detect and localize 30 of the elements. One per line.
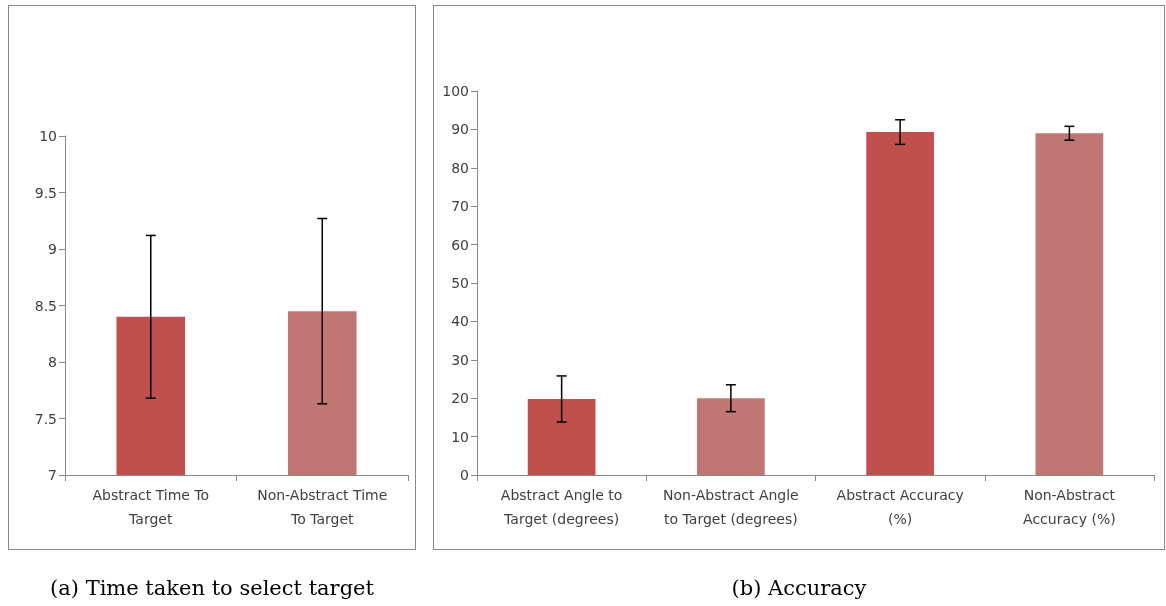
x-tick-label: Non-Abstract Angle to Target (degrees): [663, 487, 799, 527]
x-tick-label: Abstract Time To Target: [92, 487, 210, 527]
y-tick-label: 60: [451, 236, 469, 253]
x-tick-label: Abstract Angle to Target (degrees): [500, 487, 623, 527]
y-tick-label: 8.5: [34, 297, 57, 314]
y-tick-label: 40: [451, 313, 469, 330]
y-tick-label: 9.5: [34, 184, 57, 201]
x-tick-label: Non-Abstract Time To Target: [257, 487, 388, 527]
y-tick-label: 30: [451, 351, 469, 368]
y-tick-label: 10: [451, 428, 469, 445]
y-tick-label: 50: [451, 275, 469, 291]
y-tick-label: 0: [460, 467, 469, 483]
y-tick-label: 7.5: [34, 410, 57, 427]
y-tick-label: 7: [48, 467, 57, 483]
y-tick-label: 100: [442, 83, 469, 99]
y-tick-label: 70: [451, 198, 469, 215]
y-tick-label: 8: [48, 354, 57, 370]
y-tick-label: 10: [39, 128, 57, 144]
bar: [1035, 133, 1104, 475]
y-tick-label: 9: [48, 241, 57, 257]
x-tick-label: Abstract Accuracy (%): [836, 487, 964, 527]
bar: [866, 132, 934, 475]
bar: [527, 398, 596, 475]
y-tick-label: 20: [451, 390, 469, 407]
bar: [697, 398, 765, 475]
y-tick-label: 90: [451, 121, 469, 138]
text: (b) Accuracy: [731, 575, 867, 600]
x-tick-label: Non-Abstract Accuracy (%): [1023, 487, 1116, 527]
text: (a) Time taken to select target: [50, 575, 375, 600]
y-tick-label: 80: [451, 159, 469, 176]
